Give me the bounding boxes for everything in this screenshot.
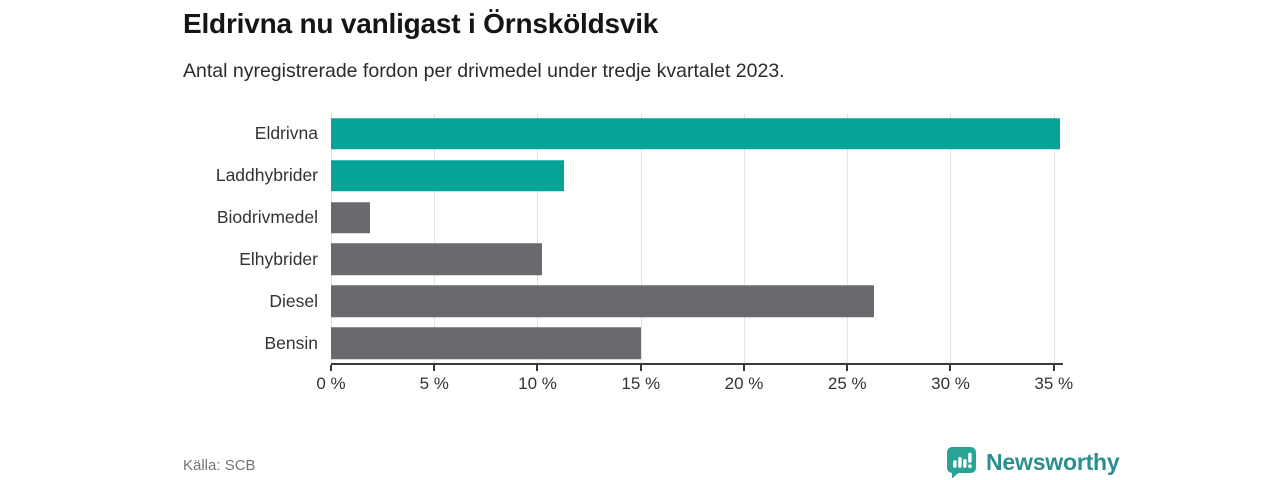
x-tick-mark <box>949 365 952 371</box>
brand-logo: Newsworthy <box>946 446 1120 479</box>
x-tick-mark <box>330 365 332 371</box>
x-tick-label: 0 % <box>316 374 346 393</box>
x-tick-label: 35 % <box>1034 374 1074 393</box>
x-tick-label: 20 % <box>724 374 764 393</box>
chart-title: Eldrivna nu vanligast i Örnsköldsvik <box>183 8 659 39</box>
x-tick-label: 15 % <box>621 374 661 393</box>
bar-row: Diesel <box>100 280 1062 322</box>
bar-biodrivmedel <box>331 201 371 234</box>
x-tick-mark <box>639 365 642 371</box>
x-tick-mark <box>536 365 539 371</box>
bar-elhybrider <box>331 243 542 276</box>
bar-track <box>331 197 1062 239</box>
plot-area <box>331 113 1062 364</box>
bar-track <box>331 155 1062 197</box>
category-label: Bensin <box>264 332 318 353</box>
chart-subtitle: Antal nyregistrerade fordon per drivmede… <box>183 60 785 82</box>
gridline <box>537 113 539 364</box>
x-tick-mark <box>846 365 849 371</box>
newsworthy-chart-bubble-icon <box>946 446 977 479</box>
x-tick-mark <box>742 365 745 371</box>
bar-track <box>331 113 1062 155</box>
x-tick-label: 5 % <box>419 374 449 393</box>
category-label: Laddhybrider <box>215 165 318 186</box>
bar-bensin <box>331 327 641 359</box>
bar-row: Elhybrider <box>100 238 1062 280</box>
category-label: Eldrivna <box>254 123 318 144</box>
x-axis: 0 % 5 % 10 % 15 % 20 % 25 % 30 % 35 % <box>316 365 1073 405</box>
bar-track <box>331 322 1062 364</box>
bar-diesel <box>331 285 875 317</box>
x-tick-mark <box>1052 365 1055 371</box>
bar-laddhybrider <box>331 159 565 192</box>
category-label: Diesel <box>269 290 318 311</box>
bar-track <box>331 280 1062 322</box>
bar-row: Biodrivmedel <box>100 197 1062 239</box>
category-label: Biodrivmedel <box>216 207 318 228</box>
bar-row: Bensin <box>100 322 1062 364</box>
gridline <box>950 113 952 364</box>
gridline <box>1053 113 1055 364</box>
gridline <box>331 113 332 364</box>
x-axis-line <box>331 363 1063 365</box>
bar-rows: Eldrivna Laddhybrider Biodrivmedel Elhybrid… <box>100 113 1062 364</box>
bar-row: Laddhybrider <box>100 155 1062 197</box>
bar-row: Eldrivna <box>100 113 1062 155</box>
bar-eldrivna <box>331 118 1060 150</box>
gridline <box>743 113 745 364</box>
brand-logo-text: Newsworthy <box>986 449 1120 475</box>
x-tick-label: 10 % <box>518 374 557 393</box>
bar-track <box>331 238 1062 280</box>
x-tick-mark <box>433 365 436 371</box>
source-caption: Källa: SCB <box>183 457 256 474</box>
x-tick-label: 25 % <box>827 374 867 393</box>
gridline <box>434 113 436 364</box>
gridline <box>640 113 642 364</box>
gridline <box>847 113 849 364</box>
x-tick-label: 30 % <box>931 374 970 393</box>
category-label: Elhybrider <box>239 248 318 269</box>
